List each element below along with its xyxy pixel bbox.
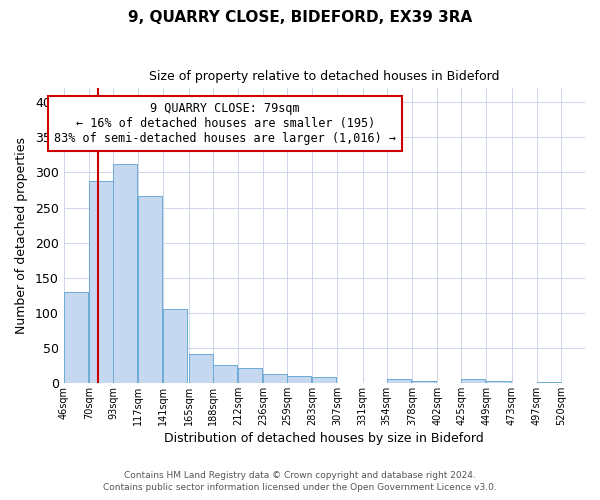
Bar [387, 380, 411, 383]
Bar [163, 308, 187, 383]
Bar [89, 181, 113, 383]
Bar [461, 378, 485, 383]
Bar [64, 292, 88, 383]
Bar [412, 381, 436, 383]
Text: 9 QUARRY CLOSE: 79sqm
← 16% of detached houses are smaller (195)
83% of semi-det: 9 QUARRY CLOSE: 79sqm ← 16% of detached … [54, 102, 396, 146]
Text: Contains HM Land Registry data © Crown copyright and database right 2024.
Contai: Contains HM Land Registry data © Crown c… [103, 471, 497, 492]
Bar [188, 354, 212, 383]
Bar [138, 196, 162, 383]
Bar [113, 164, 137, 383]
Title: Size of property relative to detached houses in Bideford: Size of property relative to detached ho… [149, 70, 500, 83]
Bar [487, 381, 511, 383]
Bar [287, 376, 311, 383]
Bar [263, 374, 287, 383]
Bar [238, 368, 262, 383]
Bar [212, 366, 237, 383]
Text: 9, QUARRY CLOSE, BIDEFORD, EX39 3RA: 9, QUARRY CLOSE, BIDEFORD, EX39 3RA [128, 10, 472, 25]
Bar [312, 378, 337, 383]
Y-axis label: Number of detached properties: Number of detached properties [15, 137, 28, 334]
Bar [537, 382, 561, 383]
X-axis label: Distribution of detached houses by size in Bideford: Distribution of detached houses by size … [164, 432, 484, 445]
